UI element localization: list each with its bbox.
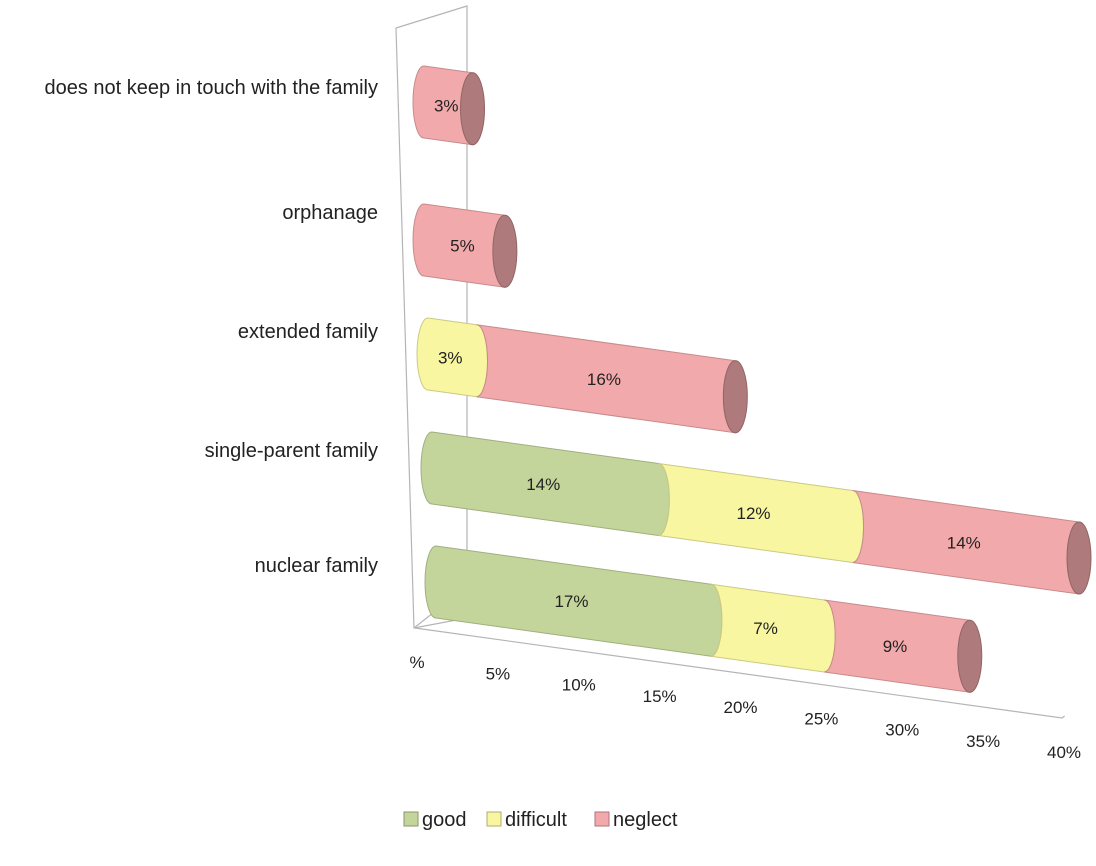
bar-segment: 17% bbox=[424, 545, 723, 657]
bar-segment: 7% bbox=[710, 583, 836, 673]
bar-segment: 5% bbox=[412, 203, 518, 288]
legend: good difficult neglect bbox=[403, 809, 678, 831]
legend-item: neglect bbox=[594, 809, 678, 831]
category-label: extended family bbox=[238, 321, 378, 343]
x-tick-label: 20% bbox=[723, 698, 757, 717]
data-label: 7% bbox=[753, 619, 778, 638]
legend-label: neglect bbox=[613, 809, 678, 831]
data-label: 5% bbox=[450, 237, 475, 256]
bar-segment: 9% bbox=[824, 599, 983, 693]
bar-end-cap bbox=[722, 360, 748, 434]
x-tick-label: 40% bbox=[1047, 743, 1081, 762]
bar-end-cap bbox=[492, 214, 518, 288]
value-axis: % 5% 10% 15% 20% 25% 30% 35% 40% bbox=[409, 653, 1081, 762]
legend-item: difficult bbox=[486, 809, 567, 831]
bar-end-cap bbox=[1066, 521, 1092, 595]
category-axis: does not keep in touch with the family or… bbox=[44, 77, 378, 577]
bar-row: 17% 7% 9% bbox=[424, 545, 983, 693]
x-tick-label: 15% bbox=[643, 687, 677, 706]
x-tick-label: 30% bbox=[885, 721, 919, 740]
legend-swatch bbox=[403, 811, 419, 827]
x-tick-label: % bbox=[409, 653, 424, 672]
category-label: does not keep in touch with the family bbox=[44, 77, 378, 99]
x-tick-label: 25% bbox=[804, 709, 838, 728]
data-label: 3% bbox=[438, 348, 463, 367]
legend-label: good bbox=[422, 809, 467, 831]
legend-item: good bbox=[403, 809, 467, 831]
floor-edge bbox=[414, 627, 1066, 719]
data-label: 3% bbox=[434, 96, 459, 115]
x-tick-label: 35% bbox=[966, 732, 1000, 751]
bar-segment: 3% bbox=[416, 317, 488, 398]
category-label: orphanage bbox=[282, 202, 378, 224]
bar-row: 3% bbox=[412, 65, 486, 146]
data-label: 9% bbox=[883, 637, 908, 656]
bar-segment: 14% bbox=[420, 431, 670, 537]
bar-segment: 16% bbox=[476, 324, 748, 434]
bar-row: 14% 12% 14% bbox=[420, 431, 1092, 595]
bar-segment: 3% bbox=[412, 65, 486, 146]
legend-swatch bbox=[594, 811, 610, 827]
category-label: single-parent family bbox=[205, 440, 378, 462]
bar-end-cap bbox=[957, 619, 983, 693]
bar-segment: 14% bbox=[852, 490, 1092, 595]
legend-swatch bbox=[486, 811, 502, 827]
data-label: 17% bbox=[554, 592, 588, 611]
x-tick-label: 10% bbox=[562, 676, 596, 695]
bar-segment: 12% bbox=[658, 463, 865, 564]
data-label: 14% bbox=[526, 475, 560, 494]
data-label: 16% bbox=[587, 370, 621, 389]
bar-row: 3% 16% bbox=[416, 317, 748, 434]
bar-row: 5% bbox=[412, 203, 518, 288]
data-label: 12% bbox=[736, 504, 770, 523]
bar-layer: 3% 5% 3% 16% 14% 12% 14% 17% 7% 9% bbox=[412, 65, 1092, 693]
category-label: nuclear family bbox=[255, 555, 378, 577]
data-label: 14% bbox=[947, 533, 981, 552]
legend-label: difficult bbox=[505, 809, 567, 831]
x-tick-label: 5% bbox=[486, 664, 511, 683]
bar-end-cap bbox=[460, 72, 486, 146]
